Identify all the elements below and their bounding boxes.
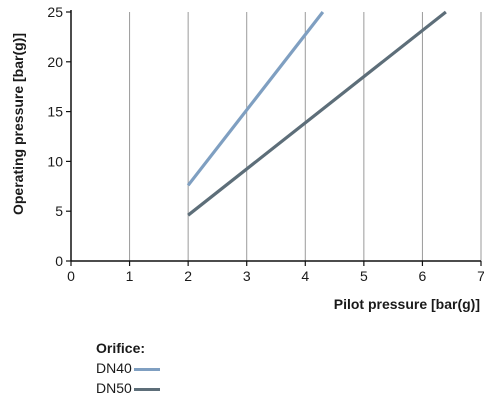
x-tick-label-6: 6 [419, 268, 427, 284]
x-tick-label-7: 7 [477, 268, 484, 284]
y-tick-label-10: 10 [47, 153, 63, 169]
legend-item-dn50: DN50 [96, 378, 160, 398]
series-line-dn40 [186, 11, 325, 187]
x-tick-label-2: 2 [184, 268, 192, 284]
axes [66, 10, 482, 266]
legend-swatch-dn50 [133, 388, 160, 391]
y-tick-label-15: 15 [47, 104, 63, 120]
series-lines [186, 10, 447, 217]
y-axis-label: Operating pressure [bar(g)] [10, 32, 26, 216]
tick-labels: 0 5 10 15 20 25 0 1 2 3 4 5 6 7 [47, 4, 484, 284]
x-tick-label-5: 5 [360, 268, 368, 284]
y-tick-label-5: 5 [55, 203, 63, 219]
series-line-dn50 [187, 10, 447, 217]
legend-title: Orifice: [96, 340, 146, 356]
x-tick-label-3: 3 [243, 268, 251, 284]
y-tick-label-25: 25 [47, 4, 63, 20]
grid-lines [129, 12, 482, 261]
y-tick-label-0: 0 [55, 253, 63, 269]
x-tick-label-0: 0 [67, 268, 75, 284]
legend-item-dn40: DN40 [96, 358, 160, 378]
x-tick-label-4: 4 [301, 268, 309, 284]
x-axis-label: Pilot pressure [bar(g)] [333, 296, 480, 312]
legend-swatch-dn40 [133, 368, 160, 371]
pressure-chart: 0 5 10 15 20 25 0 1 2 3 4 5 6 7 [47, 4, 484, 284]
legend-label-dn50: DN50 [96, 380, 132, 396]
x-tick-label-1: 1 [126, 268, 134, 284]
legend-label-dn40: DN40 [96, 360, 132, 376]
legend: Orifice: DN40 DN50 [96, 338, 160, 398]
y-tick-label-20: 20 [47, 54, 63, 70]
